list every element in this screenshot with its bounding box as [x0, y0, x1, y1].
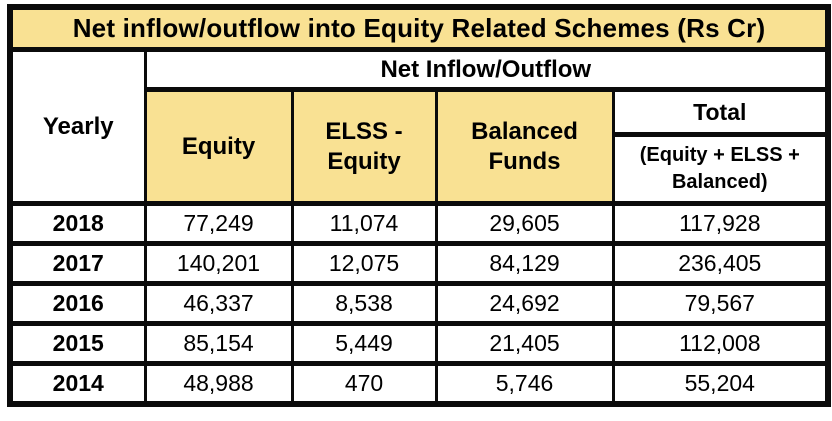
year-cell: 2016 [8, 281, 147, 326]
elss-value-cell: 470 [290, 361, 438, 407]
table-row: 2018 77,249 11,074 29,605 117,928 [8, 201, 830, 246]
year-cell: 2018 [8, 201, 147, 246]
elss-value-cell: 5,449 [290, 321, 438, 366]
balanced-value-cell: 24,692 [434, 281, 615, 326]
total-value-cell: 112,008 [611, 321, 830, 366]
year-cell: 2017 [8, 241, 147, 286]
group-header-row: Yearly Net Inflow/Outflow [8, 47, 830, 206]
net-inflow-outflow-group-header: Net Inflow/Outflow [143, 47, 830, 92]
balanced-value-cell: 84,129 [434, 241, 615, 286]
title-row: Net inflow/outflow into Equity Related S… [8, 4, 830, 52]
table-row: 2015 85,154 5,449 21,405 112,008 [8, 321, 830, 366]
equity-value-cell: 140,201 [143, 241, 294, 286]
elss-value-cell: 8,538 [290, 281, 438, 326]
elss-value-cell: 12,075 [290, 241, 438, 286]
elss-equity-column-header: ELSS - Equity [290, 87, 438, 206]
table-title: Net inflow/outflow into Equity Related S… [8, 4, 830, 52]
table-row: 2014 48,988 470 5,746 55,204 [8, 361, 830, 407]
balanced-value-cell: 29,605 [434, 201, 615, 246]
elss-value-cell: 11,074 [290, 201, 438, 246]
equity-column-header: Equity [143, 87, 294, 206]
year-cell: 2015 [8, 321, 147, 366]
equity-flows-table: Net inflow/outflow into Equity Related S… [7, 4, 832, 407]
total-value-cell: 55,204 [611, 361, 830, 407]
total-value-cell: 79,567 [611, 281, 830, 326]
table-row: 2016 46,337 8,538 24,692 79,567 [8, 281, 830, 326]
yearly-column-header: Yearly [8, 47, 147, 206]
equity-value-cell: 48,988 [143, 361, 294, 407]
equity-value-cell: 85,154 [143, 321, 294, 366]
column-header-row: Equity ELSS - Equity Balanced Funds Tota… [10, 87, 830, 206]
equity-value-cell: 46,337 [143, 281, 294, 326]
year-cell: 2014 [8, 361, 147, 407]
total-subheader-row: (Equity + ELSS + Balanced) [10, 132, 830, 206]
table-row: 2017 140,201 12,075 84,129 236,405 [8, 241, 830, 286]
balanced-value-cell: 21,405 [434, 321, 615, 366]
total-value-cell: 117,928 [611, 201, 830, 246]
total-column-subheader: (Equity + ELSS + Balanced) [611, 132, 830, 206]
balanced-funds-column-header: Balanced Funds [434, 87, 615, 206]
total-value-cell: 236,405 [611, 241, 830, 286]
equity-value-cell: 77,249 [143, 201, 294, 246]
total-column-header: Total [611, 87, 830, 137]
balanced-value-cell: 5,746 [434, 361, 615, 407]
